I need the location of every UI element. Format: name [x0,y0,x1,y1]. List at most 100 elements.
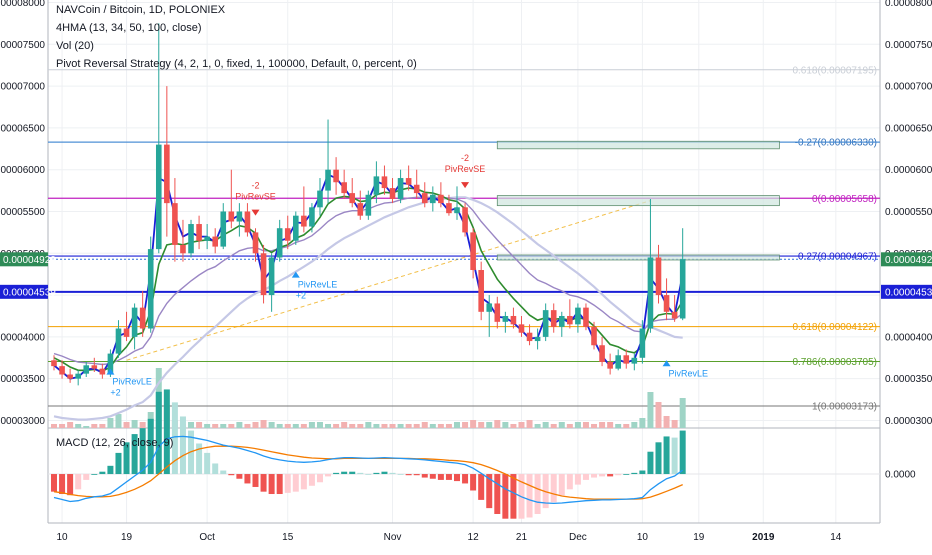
candle [567,299,573,329]
macd-histogram-bar [470,474,477,491]
volume-bar [607,422,614,428]
candle-body [526,332,533,342]
candle-body [123,328,130,337]
candle [518,315,525,337]
candle [83,361,90,378]
candle [558,311,565,337]
macd-histogram-bar [558,474,565,496]
macd-histogram-bar [51,474,57,492]
candle [115,320,122,358]
candle [671,295,678,322]
volume-bar [518,422,525,428]
y-axis-tick-label-right: 0.00006000 [885,165,932,176]
macd-histogram-bar [236,474,243,479]
candle [51,355,57,371]
candle [244,203,251,237]
macd-histogram-bar [437,474,444,480]
candle [196,215,202,250]
price-badge-right [881,252,932,267]
volume-bar [236,422,243,428]
macd-histogram-bar [389,472,396,475]
candle [293,211,299,245]
macd-histogram-bar [59,474,66,495]
candle-body [228,211,235,222]
x-axis-tick-label: 19 [121,532,133,543]
candle-body [639,328,646,358]
macd-histogram-bar [325,474,332,477]
macd-histogram-bar [429,474,436,479]
candle-body [155,144,162,250]
volume-bar [381,424,388,428]
macd-histogram-bar [566,474,573,490]
y-axis-tick-label-right: 0.00003500 [885,374,932,385]
volume-bar [526,420,533,428]
signal-label: PivRevSE [235,192,276,202]
candle-body [397,178,404,199]
macd-histogram-bar [228,474,235,476]
candle-body [413,184,420,194]
x-axis-tick-label: 21 [516,532,528,543]
volume-bar [228,424,235,428]
candle [59,360,65,379]
candle-body [671,311,678,319]
y-axis-tick-label-right: 0.00007500 [885,40,932,51]
candle-body [421,193,428,204]
signal-label: PivRevLE [298,280,338,290]
macd-histogram-bar [123,442,130,475]
x-axis-tick-label: Nov [384,532,402,543]
candle [542,303,549,342]
candle [172,178,178,262]
candle [147,236,154,333]
candle [430,186,436,212]
candle-body [518,324,525,333]
macd-histogram-bar [679,430,686,475]
candle-body [607,361,613,369]
candle-body [115,328,122,354]
candle-body [293,215,299,241]
candle [583,303,589,331]
candle-body [446,203,452,214]
macd-histogram-bar [75,474,82,490]
candle [131,303,138,350]
volume-bar [510,424,517,428]
candle [446,194,452,216]
candle [276,219,283,262]
macd-histogram-bar [308,474,315,486]
x-axis-tick-label: 14 [830,532,842,543]
indicator-legend-volume[interactable]: Vol (20) [56,40,94,52]
candle [301,186,307,233]
candle-body [510,315,517,325]
candle-body [244,211,251,233]
indicator-legend-pivot[interactable]: Pivot Reversal Strategy (4, 2, 1, 0, fix… [56,58,417,70]
y-axis-tick-label-left: 0.00008000 [0,0,45,9]
candle-body [623,355,630,364]
candle [631,353,638,371]
indicator-legend-hma[interactable]: 4HMA (13, 34, 50, 100, close) [56,22,202,34]
macd-histogram-bar [462,474,469,484]
candle-body [454,207,460,214]
volume-bar [615,424,622,428]
macd-histogram-bar [574,474,581,485]
fib-level-label: 0(0.00005658) [812,194,877,205]
volume-bar [67,422,74,428]
candle-body [647,257,654,329]
candle [647,198,654,333]
indicator-legend-macd[interactable]: MACD (12, 26, close, 9) [56,437,174,449]
candle-body [365,194,372,216]
volume-bar [268,422,275,428]
candle-body [83,365,90,374]
candle-body [470,232,476,271]
candle-body [164,144,170,204]
macd-histogram-bar [171,402,178,475]
fib-level-label: 0.618(0.00007195) [792,65,877,76]
target-zone-box [496,195,780,207]
candle-body [188,224,194,254]
candle-body [405,178,412,185]
price-badge-left [0,284,48,299]
macd-histogram-bar [212,463,219,475]
candle [236,203,243,237]
macd-histogram-bar [631,472,638,475]
x-axis-tick-label: 12 [468,532,480,543]
